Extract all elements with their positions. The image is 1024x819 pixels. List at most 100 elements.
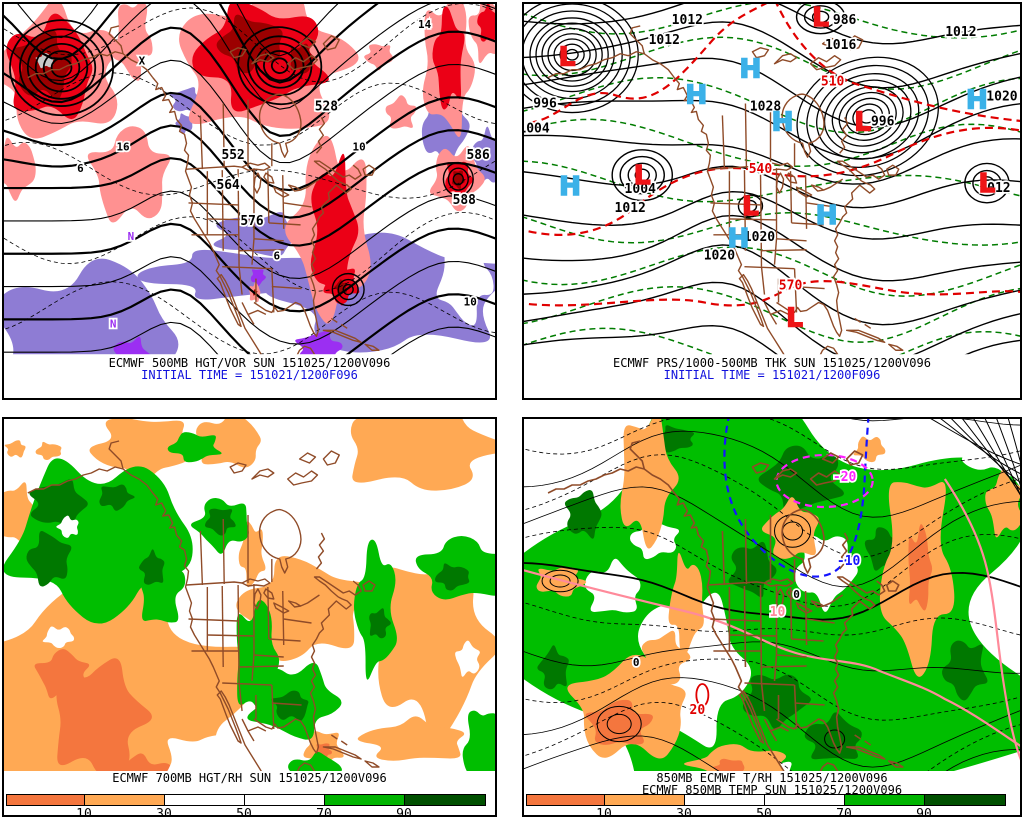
coastline-border [760, 266, 766, 295]
contour-ring [34, 43, 89, 93]
contour-label: 10 [464, 295, 477, 308]
coastline-border [207, 634, 254, 637]
coastline-border [763, 162, 794, 171]
contour-label: 20 [690, 703, 706, 718]
panel-mslp-thickness: 1012 1012 996 1004 1012 1004 1020 1020 1028 1016 9… [522, 2, 1022, 400]
coastline-border [547, 466, 675, 494]
temp-contour-magenta [775, 453, 874, 509]
coastline-border [251, 238, 255, 265]
coastline-border [887, 760, 904, 768]
contour-ring [547, 33, 597, 77]
coastline-border [322, 450, 340, 466]
coastline-border [785, 172, 798, 184]
coastline-border [773, 238, 778, 265]
shaded-region [167, 432, 222, 463]
coastline-border [789, 586, 793, 640]
coastline-border [186, 165, 243, 170]
coastline-border [806, 618, 835, 624]
contour-ring [596, 705, 642, 743]
coastline-border [239, 249, 284, 252]
coastline-border [330, 317, 338, 323]
coastline-border [199, 530, 204, 586]
contour-ring [774, 514, 812, 548]
coastline-border [258, 93, 302, 158]
contour-ring [452, 172, 464, 186]
coastline-border [362, 580, 376, 592]
contour-ring [806, 64, 930, 169]
high-pressure-marker: H [772, 107, 794, 137]
coastline-border [886, 164, 900, 176]
coastline-border [253, 172, 262, 194]
panel-850mb-temp-rh: 10 -10 -20 20 0 0 850MB ECMWF T/RH 151025/120… [522, 417, 1022, 817]
coastline-border [253, 238, 284, 242]
coastline-border [845, 450, 864, 466]
high-pressure-marker: H [966, 86, 988, 116]
coastline-border [267, 171, 270, 223]
coastline-border [364, 343, 380, 351]
coastline-border [789, 171, 793, 223]
coastline-border [763, 718, 778, 742]
coastline-border [237, 584, 240, 684]
coastline-border [229, 47, 247, 59]
coastline-border [763, 578, 794, 587]
coastline-border [845, 35, 864, 51]
contour-ring [263, 50, 297, 82]
coastline-border [804, 590, 808, 646]
coastline-border [836, 160, 886, 182]
contour-ring [619, 155, 665, 195]
contour-ring [50, 57, 73, 78]
shaded-region [620, 419, 679, 549]
shaded-region [564, 490, 602, 539]
contour-ring [824, 729, 846, 749]
low-pressure-marker: L [812, 4, 829, 33]
shaded-region [641, 630, 691, 685]
contour-label: 10 [353, 140, 366, 153]
map-mslp-thickness: 1012 1012 996 1004 1012 1004 1020 1020 1028 1016 9… [524, 4, 1020, 398]
contour-label: 1028 [750, 99, 781, 114]
low-pressure-marker: L [742, 192, 759, 222]
coastline-border [743, 170, 747, 251]
coastline-border [775, 588, 785, 610]
low-pressure-marker: L [634, 161, 651, 191]
shaded-region [455, 640, 480, 677]
shaded-region [139, 549, 165, 585]
contour-label: 576 [240, 214, 264, 229]
panel-initial-time: INITIAL TIME = 151021/1200F096 [663, 368, 881, 382]
contour-ring [838, 91, 897, 141]
coastline-border [821, 452, 840, 464]
coastline-border [330, 734, 338, 740]
map-850mb-temp-rh: 10 -10 -20 20 0 0 [524, 419, 1020, 815]
contour-ring [447, 167, 469, 191]
coastline-border [188, 618, 239, 622]
shaded-region [364, 44, 393, 71]
shaded-region [271, 690, 309, 721]
coastline-border [629, 440, 646, 470]
contour-label: N [128, 230, 135, 243]
coastline-border [794, 702, 825, 706]
contour-ring [565, 48, 579, 61]
coastline-border [251, 468, 275, 480]
map-labels: 10 -10 -20 20 0 0 [631, 468, 862, 719]
coastline-border [253, 180, 352, 338]
coastline-border [188, 202, 239, 206]
shaded-region [524, 419, 600, 479]
coastline-border [721, 115, 726, 170]
contour-label: 16 [116, 140, 129, 153]
shaded-region [99, 484, 135, 511]
coastline-border [241, 578, 271, 587]
coastline-border [221, 170, 224, 251]
coastline-border [845, 746, 886, 760]
coastline-border [282, 175, 285, 229]
contour-label: N [110, 317, 117, 330]
coastline-border [776, 654, 807, 658]
contour-ring [442, 161, 474, 197]
coastline-border [743, 585, 747, 668]
coastline-border [222, 103, 225, 169]
coastline-border [785, 588, 798, 600]
coastline-border [273, 602, 290, 614]
coastline-border [823, 594, 844, 607]
contour-ring [549, 574, 571, 588]
contour-label: 588 [453, 193, 476, 208]
coastline-border [759, 169, 763, 267]
contour-ring [859, 109, 877, 124]
